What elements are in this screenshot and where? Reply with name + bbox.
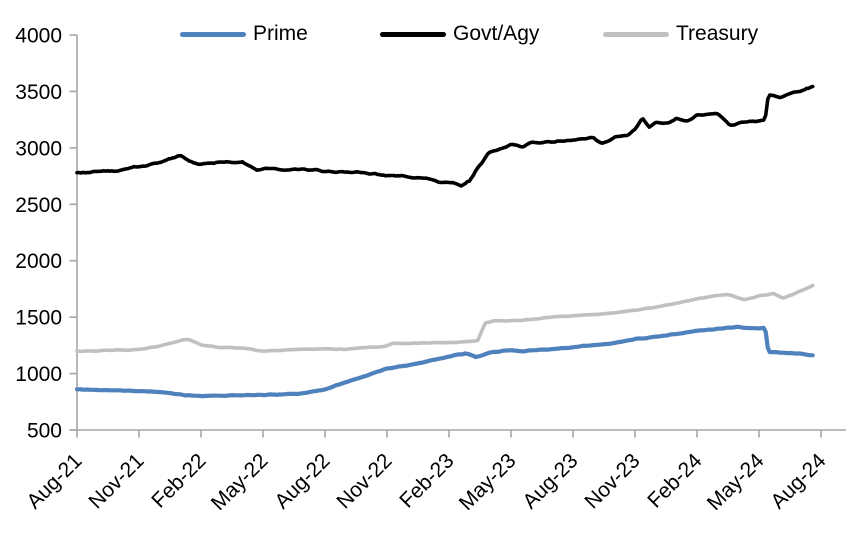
x-axis-label: Feb-23	[395, 449, 458, 512]
x-axis-label: Feb-24	[643, 449, 707, 513]
legend-item-prime: Prime	[180, 22, 308, 46]
prime-legend-label: Prime	[253, 22, 308, 45]
x-axis-label: Aug-21	[22, 449, 86, 513]
x-axis-label: Aug-23	[518, 449, 582, 513]
x-axis-label: Aug-24	[766, 449, 830, 513]
series-line-treasury	[75, 283, 815, 354]
series-line-prime	[74, 324, 815, 399]
y-axis-label: 4000	[15, 25, 62, 48]
govt-agy-line-swatch-icon	[380, 31, 446, 37]
x-axis-label: May-24	[703, 449, 769, 515]
y-axis-label: 3000	[15, 137, 62, 160]
y-axis-label: 2500	[15, 194, 62, 217]
x-axis-label: May-22	[207, 449, 273, 515]
x-axis-label: Feb-22	[147, 449, 210, 512]
x-axis-label: Nov-22	[332, 449, 396, 513]
x-axis-label: Nov-23	[580, 449, 644, 513]
axes: 5001000150020002500300035004000Aug-21Nov…	[15, 25, 846, 515]
y-axis-label: 1500	[15, 307, 62, 330]
legend-item-govt-agy: Govt/Agy	[380, 22, 539, 46]
chart-legend: Prime Govt/Agy Treasury	[0, 0, 852, 46]
series-line-govt-agy	[75, 84, 815, 188]
x-axis-label: May-23	[455, 449, 521, 515]
legend-item-treasury: Treasury	[603, 22, 758, 46]
treasury-line-swatch-icon	[603, 31, 669, 37]
y-axis-label: 2000	[15, 250, 62, 273]
y-axis-label: 500	[27, 420, 62, 443]
x-axis-label: Nov-21	[84, 449, 148, 513]
y-axis-label: 3500	[15, 81, 62, 104]
govt-agy-legend-label: Govt/Agy	[453, 22, 540, 45]
y-axis-label: 1000	[15, 363, 62, 386]
x-axis-label: Aug-22	[270, 449, 334, 513]
treasury-legend-label: Treasury	[676, 22, 759, 45]
prime-line-swatch-icon	[180, 31, 246, 37]
